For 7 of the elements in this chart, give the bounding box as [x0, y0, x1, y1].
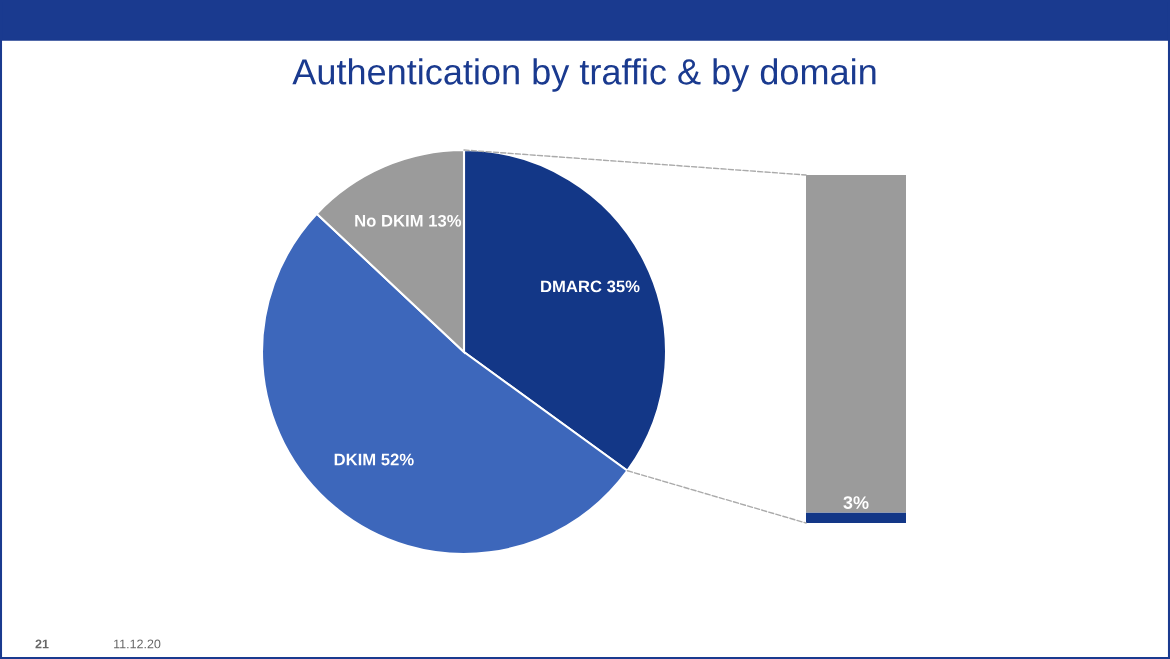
slice-label: DMARC 35% — [541, 280, 640, 293]
text: 21 — [35, 639, 49, 649]
text: 11.12.20 — [114, 639, 161, 649]
slice-label: No DKIM 13% — [355, 214, 462, 227]
chart-title: Authentication by traffic & by domain — [292, 58, 876, 92]
data-label: 3% — [843, 496, 869, 510]
slice-label: DKIM 52% — [334, 453, 414, 466]
